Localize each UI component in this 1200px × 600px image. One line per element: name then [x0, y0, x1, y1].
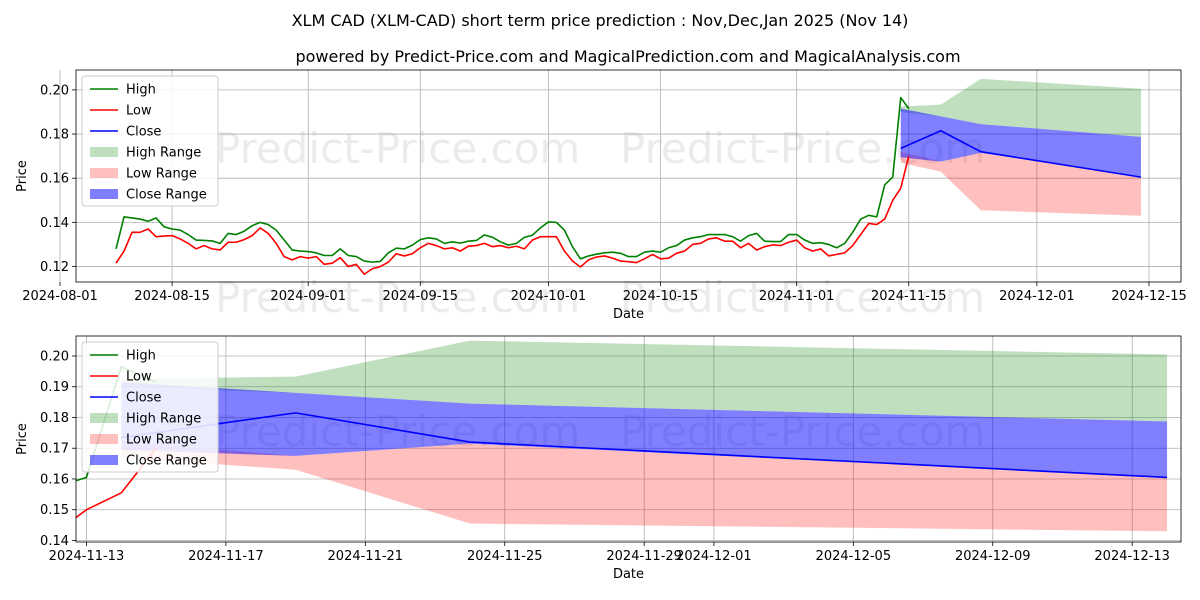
top_panel-frame: [75, 69, 1182, 283]
bottom_panel-low-range-band: [121, 442, 1168, 532]
top_panel-legend-label-high: High: [126, 83, 156, 98]
bottom_panel-y-tick-label: 0.19: [40, 380, 69, 395]
bottom_panel-y-tick-label: 0.20: [40, 349, 69, 364]
top_panel-legend-label-high-range: High Range: [126, 146, 201, 161]
bottom_panel-x-axis-label: Date: [613, 567, 644, 582]
top_panel-close-line: [900, 129, 1142, 178]
top_panel-watermark: Predict-Price.com: [215, 124, 580, 173]
bottom_panel-legend-label-high-range: High Range: [126, 412, 201, 427]
bottom_panel-y-tick-label: 0.17: [40, 442, 69, 457]
top_panel-legend-label-close: Close: [126, 125, 161, 140]
top_panel-close-range-band: [900, 108, 1141, 178]
top-panel: Predict-Price.com Predict-Price.com Predic…: [15, 69, 1187, 322]
top_panel-low-line: [115, 155, 910, 276]
top_panel-y-axis-label: Price: [15, 160, 30, 192]
top_panel-x-tick-label: 2024-09-01: [270, 289, 346, 304]
bottom_panel-x-tick-label: 2024-11-21: [328, 549, 404, 564]
top_panel-legend-swatch-low-range: [90, 168, 118, 178]
bottom-panel: Predict-Price.comPredict-Price.com2024-1…: [15, 335, 1182, 582]
top_panel-low-range-band: [900, 151, 1141, 216]
top_panel-y-tick-label: 0.18: [40, 128, 69, 143]
bottom_panel-y-tick-label: 0.18: [40, 411, 69, 426]
bottom_panel-y-tick-label: 0.15: [40, 503, 69, 518]
bottom_panel-legend-label-low: Low: [126, 370, 152, 385]
bottom_panel-x-tick-label: 2024-11-25: [467, 549, 543, 564]
top_panel-x-tick-label: 2024-11-15: [871, 289, 947, 304]
bottom_panel-x-tick-label: 2024-12-05: [816, 549, 892, 564]
bottom_panel-high-range-band: [121, 340, 1168, 422]
bottom_panel-legend-label-low-range: Low Range: [126, 433, 197, 448]
top_panel-x-tick-label: 2024-12-01: [999, 289, 1075, 304]
bottom_panel-x-tick-label: 2024-11-29: [606, 549, 682, 564]
bottom_panel-legend-label-high: High: [126, 349, 156, 364]
top_panel-legend-swatch-close-range: [90, 189, 118, 199]
top_panel-y-tick-label: 0.12: [40, 260, 69, 275]
chart-title: XLM CAD (XLM-CAD) short term price predi…: [292, 11, 909, 30]
top_panel-x-tick-label: 2024-12-15: [1111, 289, 1187, 304]
bottom_panel-close-range-band: [121, 382, 1168, 478]
top_panel-x-tick-label: 2024-08-01: [22, 289, 98, 304]
top_panel-y-tick-label: 0.16: [40, 172, 69, 187]
top_panel-legend-label-close-range: Close Range: [126, 188, 207, 203]
bottom_panel-y-tick-label: 0.16: [40, 472, 69, 487]
top_panel-y-tick-label: 0.20: [40, 83, 69, 98]
bottom_panel-legend-box: [81, 341, 219, 473]
bottom_panel-y-tick-label: 0.14: [40, 534, 69, 549]
top_panel-x-tick-label: 2024-11-01: [759, 289, 835, 304]
top_panel-y-tick-label: 0.14: [40, 216, 69, 231]
top_panel-legend-box: [81, 75, 219, 207]
bottom_panel-legend-label-close: Close: [126, 391, 161, 406]
top_panel-x-tick-label: 2024-10-01: [511, 289, 587, 304]
top_panel-high-line: [115, 96, 910, 263]
top_panel-series-group: [115, 96, 1142, 276]
bottom_panel-legend-swatch-low-range: [90, 434, 118, 444]
top_panel-high-range-band: [900, 78, 1141, 137]
bottom_panel-x-tick-label: 2024-12-01: [676, 549, 752, 564]
chart-subtitle: powered by Predict-Price.com and Magical…: [295, 47, 960, 66]
top_panel-x-tick-label: 2024-09-15: [383, 289, 459, 304]
top_panel-watermark: Predict-Price.com: [620, 273, 985, 322]
bottom_panel-x-tick-label: 2024-11-17: [188, 549, 264, 564]
bottom_panel-x-tick-label: 2024-12-13: [1094, 549, 1170, 564]
top_panel-legend-label-low-range: Low Range: [126, 167, 197, 182]
top_panel-legend-label-low: Low: [126, 104, 152, 119]
bottom_panel-legend-swatch-high-range: [90, 413, 118, 423]
bottom_panel-legend-label-close-range: Close Range: [126, 454, 207, 469]
bottom_panel-legend-swatch-close-range: [90, 455, 118, 465]
top_panel-x-tick-label: 2024-08-15: [134, 289, 210, 304]
top_panel-watermark: Predict-Price.com: [215, 273, 580, 322]
bottom_panel-x-tick-label: 2024-11-13: [49, 549, 125, 564]
top_panel-x-tick-label: 2024-10-15: [623, 289, 699, 304]
top_panel-legend-swatch-high-range: [90, 147, 118, 157]
bottom_panel-frame: [75, 335, 1182, 543]
top_panel-plot-area: [76, 70, 1181, 282]
bottom_panel-x-tick-label: 2024-12-09: [955, 549, 1031, 564]
bottom_panel-y-axis-label: Price: [15, 423, 30, 455]
top_panel-x-axis-label: Date: [613, 307, 644, 322]
